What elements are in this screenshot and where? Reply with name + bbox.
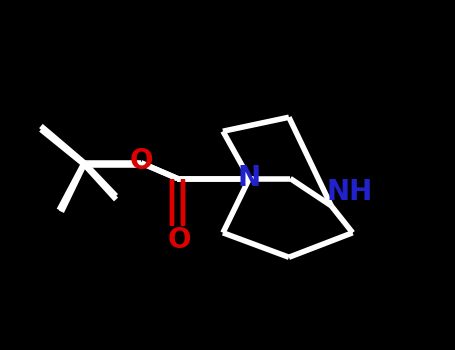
Text: O: O [168,226,192,254]
Text: N: N [238,164,261,193]
Text: O: O [129,147,153,175]
Text: NH: NH [326,178,373,206]
